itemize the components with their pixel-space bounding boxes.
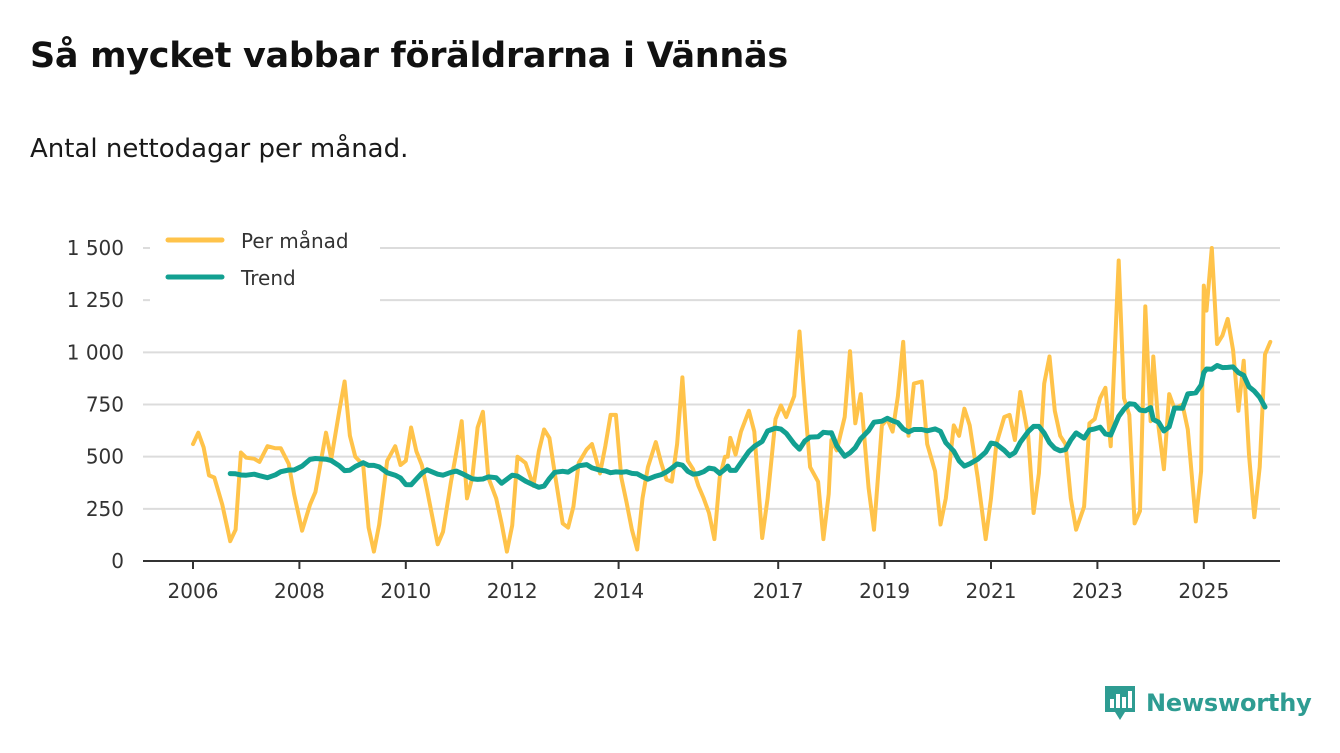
brand-name: Newsworthy (1146, 689, 1312, 717)
chart-title: Så mycket vabbar föräldrarna i Vännäs (30, 36, 788, 76)
y-tick-label: 250 (86, 497, 124, 521)
legend: Per månad Trend (150, 224, 380, 302)
y-tick-label: 500 (86, 445, 124, 469)
x-tick-label: 2017 (753, 579, 804, 603)
series-line-per-manad (191, 246, 1273, 554)
x-tick-label: 2025 (1178, 579, 1229, 603)
y-tick-label: 750 (86, 393, 124, 417)
newsworthy-logo-icon (1105, 686, 1135, 720)
series-line-trend (227, 363, 1268, 490)
x-tick-label: 2014 (593, 579, 644, 603)
x-axis-ticks: 2006 2008 2010 2012 2014 2017 2019 2021 2023 2025 (168, 561, 1229, 603)
y-tick-label: 1 500 (67, 236, 124, 260)
x-tick-label: 2023 (1072, 579, 1123, 603)
legend-label-per-manad: Per månad (241, 229, 349, 253)
x-tick-label: 2008 (274, 579, 325, 603)
brand-logo[interactable]: Newsworthy (1103, 683, 1312, 723)
y-tick-label: 1 250 (67, 288, 124, 312)
legend-background (150, 224, 380, 302)
x-tick-label: 2010 (380, 579, 431, 603)
chart-subtitle: Antal nettodagar per månad. (30, 134, 409, 164)
x-tick-label: 2012 (487, 579, 538, 603)
y-tick-label: 1 000 (67, 340, 124, 364)
y-tick-label: 0 (111, 549, 124, 573)
x-tick-label: 2006 (168, 579, 219, 603)
legend-label-trend: Trend (240, 266, 296, 290)
y-axis-ticks: 0 250 500 750 1 000 1 250 1 500 (67, 236, 124, 573)
x-tick-label: 2019 (859, 579, 910, 603)
series-layer (191, 246, 1273, 554)
x-tick-label: 2021 (966, 579, 1017, 603)
